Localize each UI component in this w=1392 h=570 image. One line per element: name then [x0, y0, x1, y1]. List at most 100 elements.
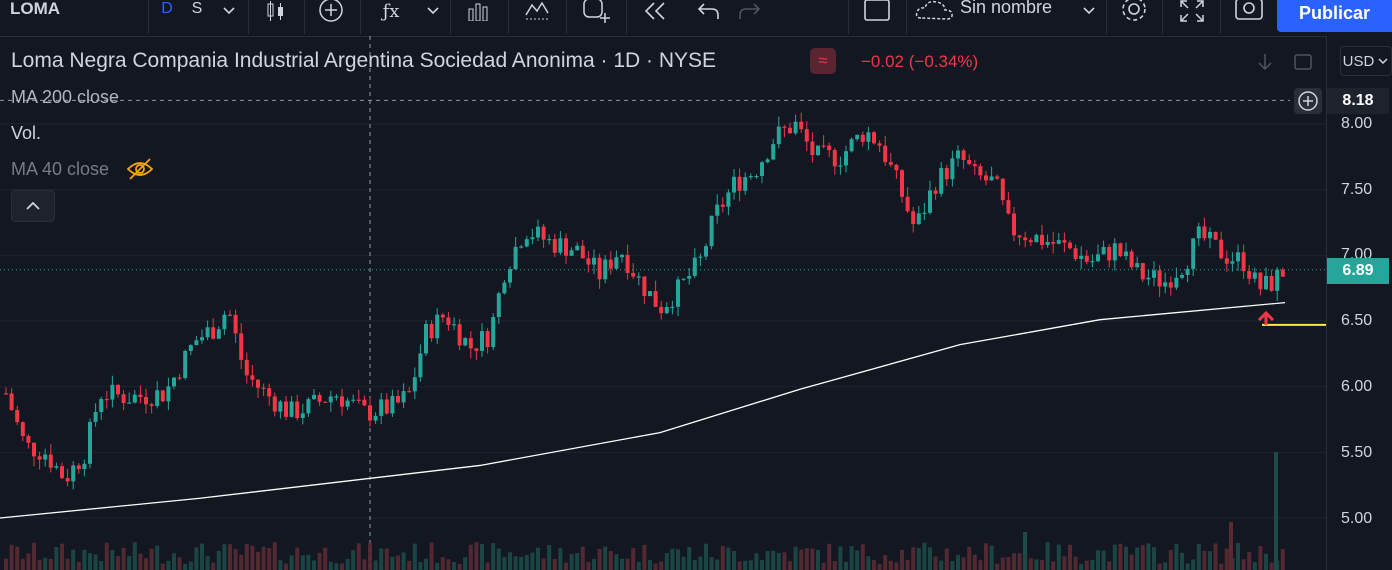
candle-body	[351, 399, 356, 401]
volume-bar	[922, 542, 927, 570]
volume-bar	[48, 558, 53, 570]
volume-bar	[894, 562, 899, 570]
alert-icon[interactable]	[522, 0, 552, 22]
candle-body	[1124, 251, 1128, 257]
candle-body	[261, 387, 266, 389]
volume-bar	[704, 543, 708, 570]
chevron-down-icon[interactable]	[1078, 0, 1100, 22]
symbol-search-button[interactable]: LOMA	[10, 0, 61, 18]
candle-body	[939, 168, 944, 194]
arrow-down-icon[interactable]	[1254, 52, 1276, 77]
volume-bar	[950, 561, 955, 570]
price-axis[interactable]	[1326, 36, 1392, 570]
interval-d-button[interactable]: D	[161, 0, 173, 17]
volume-bar	[827, 543, 832, 570]
volume-bar	[127, 556, 132, 570]
replay-icon[interactable]	[580, 0, 612, 23]
candle-body	[424, 323, 428, 354]
arrow-up-icon	[1257, 310, 1275, 326]
eye-hidden-icon[interactable]	[126, 156, 154, 187]
volume-bar	[261, 546, 266, 570]
collapse-legend-button[interactable]	[11, 190, 55, 222]
chevron-down-icon[interactable]	[422, 0, 444, 22]
volume-bar	[642, 544, 647, 570]
price-tick: 7.50	[1341, 181, 1373, 198]
volume-bar	[709, 557, 714, 570]
add-circle-icon[interactable]	[316, 0, 346, 22]
interval-s-button[interactable]: S	[191, 0, 203, 17]
toolbar-divider	[1220, 0, 1221, 34]
candle-body	[1096, 254, 1100, 262]
volume-bar	[659, 561, 664, 570]
volume-bar	[586, 562, 591, 570]
camera-icon[interactable]	[1232, 0, 1266, 22]
volume-bar	[558, 547, 563, 570]
templates-icon[interactable]	[464, 0, 492, 22]
candle-body	[653, 291, 658, 307]
candle-body	[172, 377, 176, 387]
volume-bar	[440, 557, 445, 570]
study-volume-label[interactable]: Vol.	[11, 123, 42, 143]
candle-body	[1107, 246, 1112, 261]
candle-body	[132, 394, 137, 403]
chevron-down-icon[interactable]	[218, 0, 240, 22]
candle-body	[681, 278, 686, 280]
candle-body	[1258, 272, 1263, 290]
study-ma40-label[interactable]: MA 40 close	[11, 159, 110, 179]
volume-bar	[726, 547, 731, 570]
data-status-badge[interactable]: ≈	[810, 48, 836, 74]
candle-body	[905, 196, 910, 212]
candle-body	[457, 324, 462, 346]
indicators-icon[interactable]: ƒx	[382, 0, 400, 22]
volume-bar	[664, 553, 669, 570]
volume-bar	[1213, 543, 1218, 570]
candle-body	[732, 176, 736, 193]
volume-bar	[1163, 562, 1168, 570]
rewind-icon[interactable]	[640, 0, 670, 22]
undo-icon[interactable]	[694, 0, 724, 22]
price-chart[interactable]	[0, 36, 1326, 570]
candle-body	[709, 215, 714, 247]
candle-body	[88, 421, 92, 464]
fullscreen-icon[interactable]	[1176, 0, 1208, 22]
currency-selector[interactable]: USD	[1340, 46, 1392, 76]
add-price-line-button[interactable]	[1294, 88, 1322, 114]
candle-body	[211, 327, 216, 339]
candle-body	[295, 401, 300, 419]
volume-bar	[340, 563, 344, 570]
volume-bar	[32, 542, 36, 570]
volume-bar	[877, 563, 882, 570]
volume-bar	[435, 562, 440, 570]
candle-body	[183, 350, 188, 378]
candle-body	[894, 164, 899, 171]
publish-button[interactable]: Publicar	[1277, 0, 1392, 32]
candle-body	[121, 394, 126, 404]
volume-bar	[939, 560, 944, 570]
maximize-icon[interactable]	[1292, 52, 1314, 77]
candle-body	[1180, 274, 1184, 278]
candle-body	[1040, 234, 1044, 245]
volume-bar	[676, 549, 680, 570]
volume-bar	[480, 543, 484, 570]
volume-bar	[99, 561, 104, 570]
candle-body	[1219, 239, 1224, 259]
volume-bar	[760, 560, 764, 570]
layout-name[interactable]: Sin nombre	[960, 0, 1053, 17]
candle-body	[508, 269, 512, 283]
candle-body	[412, 377, 417, 392]
candle-body	[984, 175, 988, 181]
volume-bar	[888, 560, 893, 570]
candle-body	[440, 314, 445, 318]
redo-icon[interactable]	[734, 0, 764, 22]
layout-icon[interactable]	[862, 0, 892, 22]
volume-bar	[244, 543, 249, 570]
volume-bar	[1247, 551, 1252, 570]
study-ma200-label[interactable]: MA 200 close	[11, 87, 120, 107]
candle-body	[1112, 243, 1117, 261]
candles-icon[interactable]	[262, 0, 288, 22]
volume-bar	[20, 558, 25, 570]
volume-bar	[71, 549, 76, 570]
volume-bar	[485, 562, 490, 570]
volume-bar	[116, 556, 120, 570]
gear-icon[interactable]	[1118, 0, 1150, 22]
